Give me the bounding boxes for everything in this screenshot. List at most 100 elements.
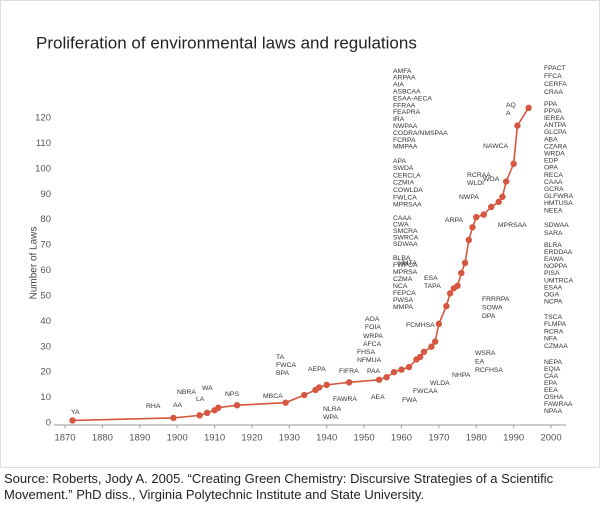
annotation-label: FEPCA — [393, 290, 416, 297]
annotation-label: ESAA — [544, 284, 563, 291]
annotation-label: SOWA — [482, 304, 503, 311]
annotation-label: NEEA — [544, 207, 563, 214]
annotation-label: NHPA — [452, 372, 471, 379]
x-tick-label: 1930 — [279, 433, 300, 444]
annotation-label: FWLCA — [393, 194, 417, 201]
annotation-label: ARPA — [445, 217, 463, 224]
annotation-label: EQIA — [544, 366, 561, 373]
annotation-label: CZARA — [544, 143, 568, 150]
annotation-label: NCPA — [544, 299, 563, 306]
annotation-label: ARPAA — [393, 75, 416, 82]
data-point — [383, 374, 390, 381]
annotation-label: FAWRAA — [544, 401, 573, 408]
annotation-label: AOA — [365, 316, 380, 323]
data-point — [170, 414, 177, 422]
annotation-label: WSRA — [475, 350, 496, 357]
annotation-label: AEPA — [308, 366, 326, 373]
annotation-label: RCRAA — [467, 172, 491, 179]
annotation-label: NLRA — [323, 406, 342, 413]
y-tick-label: 80 — [40, 214, 51, 225]
annotation-label: NWPA — [459, 194, 479, 201]
annotation-label: TSCA — [544, 314, 563, 321]
annotation-label: MMPA — [393, 304, 413, 311]
annotation-label: MBCA — [263, 393, 283, 400]
annotation-label: SWRCA — [393, 235, 419, 242]
x-tick-label: 1970 — [428, 433, 449, 444]
annotation-label: A — [506, 110, 511, 117]
annotation-label: MPRSAA — [498, 222, 527, 229]
y-tick-label: 50 — [40, 290, 51, 301]
chart: Proliferation of environmental laws and … — [29, 33, 574, 444]
annotation-label: PISA — [544, 270, 560, 277]
x-tick-label: 1890 — [129, 433, 150, 444]
data-point — [435, 320, 443, 328]
annotation-label: GLFWRA — [544, 193, 574, 200]
x-tick-label: 1870 — [54, 433, 75, 444]
annotation-label: AFCA — [363, 341, 382, 348]
annotation-label: CZMIA — [393, 180, 415, 187]
annotation-label: PPVA — [544, 108, 562, 115]
annotation-label: FPACT — [544, 65, 566, 72]
y-tick-label: 100 — [35, 163, 51, 174]
data-point — [390, 368, 398, 376]
annotation-label: CZMA — [393, 276, 413, 283]
annotation-label: ESAA-AECA — [393, 95, 432, 102]
annotation-label: MMPAA — [393, 144, 418, 151]
annotation-label: MPRSA — [393, 269, 418, 276]
source-note: Source: Roberts, Jody A. 2005. “Creating… — [4, 471, 554, 502]
annotation-label: NPAA — [544, 408, 562, 415]
annotation-label: CAAA — [393, 215, 412, 222]
data-point — [525, 104, 532, 112]
data-point — [454, 282, 461, 289]
annotation-label: ERDDAA — [544, 249, 573, 256]
annotation-label: FCRPA — [393, 137, 416, 144]
annotation-label: FLMPA — [544, 321, 567, 328]
data-point — [465, 236, 472, 244]
annotation-label: RCRA — [544, 328, 564, 335]
annotation-label: NAWCA — [483, 143, 509, 150]
data-point — [431, 338, 439, 345]
annotation-label: BLBA — [393, 255, 411, 262]
annotation-label: LA — [196, 396, 205, 403]
data-point — [215, 404, 222, 411]
annotation-label: DPA — [482, 313, 496, 320]
annotation-label: RCFHSA — [475, 367, 503, 374]
annotation-label: SARA — [544, 230, 563, 237]
annotation-label: EAWA — [544, 256, 564, 263]
annotation-label: UMTRCA — [544, 277, 574, 284]
annotation-label: FFRAA — [393, 102, 416, 109]
annotation-label: CERFA — [544, 81, 567, 88]
annotation-label: WRDA — [544, 150, 565, 157]
annotation-label: HMTUSA — [544, 200, 573, 207]
annotation-label: PAA — [367, 368, 381, 375]
y-axis-label: Number of Laws — [29, 227, 40, 300]
annotation-label: WOA — [483, 176, 500, 183]
y-tick-label: 90 — [40, 189, 51, 200]
annotation-label: PWSA — [393, 297, 413, 304]
y-tick-label: 70 — [40, 240, 51, 251]
annotation-label: CERCLA — [393, 172, 421, 179]
data-point — [405, 363, 413, 371]
annotation-label: SDWAA — [544, 222, 569, 229]
annotation-label: RECA — [544, 172, 563, 179]
data-point — [301, 391, 308, 399]
annotation-label: APA — [393, 158, 407, 165]
annotation-label: ASBCAA — [393, 88, 421, 95]
annotation-label: BPA — [276, 370, 290, 377]
annotation-label: NFA — [544, 336, 558, 343]
x-tick-label: 1960 — [391, 433, 412, 444]
annotation-label: ABA — [544, 136, 558, 143]
annotation-label: IEREA — [544, 115, 565, 122]
annotation-label: NOPPA — [544, 263, 568, 270]
annotation-label: FWPCA — [393, 262, 418, 269]
annotation-label: CAA — [544, 373, 558, 380]
annotation-label: EDP — [544, 158, 558, 165]
data-point — [233, 402, 241, 409]
data-point — [473, 213, 480, 221]
annotation-label: PPA — [544, 101, 558, 108]
annotation-label: NFMUA — [357, 357, 382, 364]
annotation-label: AMFA — [393, 68, 412, 75]
data-point — [443, 302, 450, 310]
x-tick-label: 1940 — [316, 433, 337, 444]
